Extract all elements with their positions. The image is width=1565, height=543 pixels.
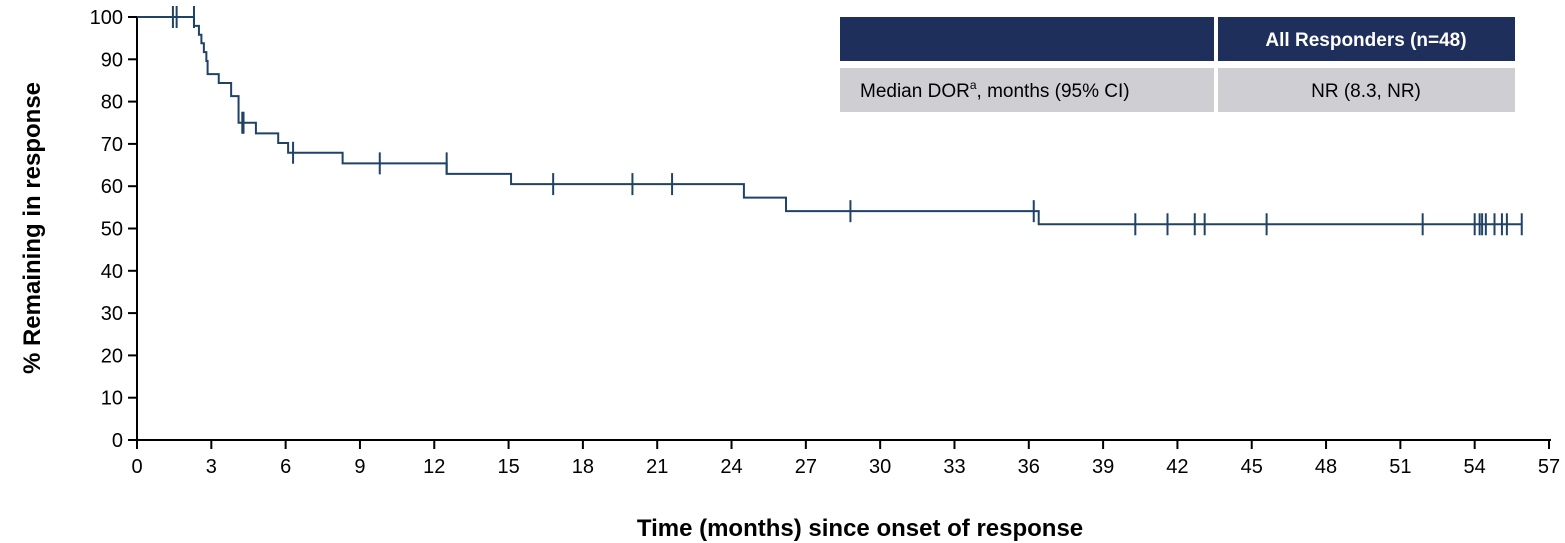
y-tick-label: 90 — [101, 49, 123, 71]
y-tick-label: 30 — [101, 303, 123, 325]
y-tick-label: 100 — [90, 7, 123, 29]
y-axis-title: % Remaining in response — [19, 82, 46, 374]
x-tick-label: 54 — [1464, 456, 1486, 478]
x-tick-label: 33 — [943, 456, 965, 478]
x-tick-label: 30 — [869, 456, 891, 478]
y-tick-label: 80 — [101, 92, 123, 114]
x-tick-label: 0 — [131, 456, 142, 478]
table-row-label: Median DORa, months (95% CI) — [860, 78, 1130, 102]
y-tick-label: 70 — [101, 134, 123, 156]
table-header-cell-2 — [1218, 17, 1515, 61]
x-tick-label: 18 — [572, 456, 594, 478]
table-row-label-main: Median DOR — [860, 81, 970, 102]
y-tick-label: 0 — [112, 430, 123, 452]
x-tick-label: 45 — [1241, 456, 1263, 478]
x-tick-label: 27 — [795, 456, 817, 478]
y-tick-label: 50 — [101, 219, 123, 241]
x-tick-label: 36 — [1018, 456, 1040, 478]
x-tick-label: 51 — [1389, 456, 1411, 478]
table-row-value: NR (8.3, NR) — [1311, 81, 1421, 102]
x-tick-label: 12 — [423, 456, 445, 478]
x-tick-label: 24 — [720, 456, 742, 478]
y-tick-label: 10 — [101, 388, 123, 410]
x-tick-label: 6 — [280, 456, 291, 478]
x-tick-label: 9 — [354, 456, 365, 478]
table-row-label-sup: a — [970, 78, 977, 92]
x-tick-label: 3 — [206, 456, 217, 478]
y-tick-label: 40 — [101, 261, 123, 283]
y-tick-label: 20 — [101, 345, 123, 367]
km-curve — [137, 16, 1522, 226]
plot-area — [137, 6, 1523, 236]
x-tick-label: 57 — [1538, 456, 1560, 478]
table-row-cell-1 — [840, 68, 1214, 112]
y-tick-label: 60 — [101, 176, 123, 198]
x-tick-label: 48 — [1315, 456, 1337, 478]
x-tick-label: 42 — [1166, 456, 1188, 478]
table-row-cell-2 — [1218, 68, 1515, 112]
table: All Responders (n=48) Median DORa, month… — [840, 17, 1515, 112]
x-tick-label: 21 — [646, 456, 668, 478]
table-header-col2: All Responders (n=48) — [1265, 30, 1466, 51]
x-axis-title: Time (months) since onset of response — [637, 515, 1083, 542]
table-header-cell-1 — [840, 17, 1214, 61]
table-row-label-rest: , months (95% CI) — [977, 81, 1130, 102]
x-tick-label: 15 — [497, 456, 519, 478]
x-tick-label: 39 — [1092, 456, 1114, 478]
